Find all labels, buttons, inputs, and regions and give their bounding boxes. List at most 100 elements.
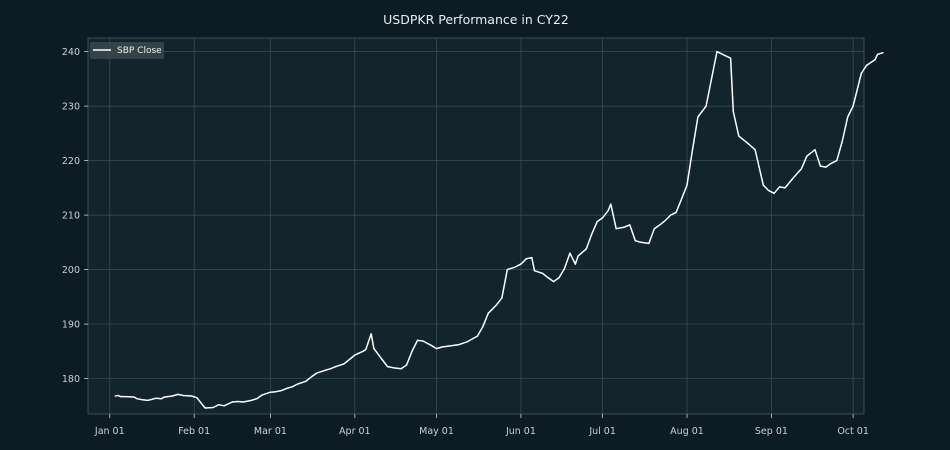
y-tick-label: 240: [62, 47, 80, 58]
data-point: [324, 369, 326, 371]
data-point: [563, 267, 566, 270]
data-point: [291, 386, 293, 388]
y-tick-label: 190: [62, 320, 80, 331]
data-point: [422, 340, 424, 342]
data-point: [705, 105, 707, 107]
data-point: [354, 354, 356, 356]
data-point: [441, 346, 443, 348]
data-point: [114, 395, 116, 397]
data-point: [155, 397, 157, 399]
chart-title: USDPKR Performance in CY22: [383, 12, 569, 27]
data-point: [819, 165, 822, 167]
data-point: [730, 57, 732, 59]
data-point: [882, 52, 884, 54]
data-point: [629, 224, 631, 226]
data-point: [406, 364, 408, 366]
x-tick-label: Feb 01: [178, 426, 210, 437]
data-point: [836, 160, 838, 162]
data-point: [520, 263, 522, 265]
data-point: [182, 394, 184, 397]
data-point: [806, 155, 808, 157]
data-point: [242, 401, 244, 403]
data-point: [362, 350, 364, 352]
data-point: [196, 397, 198, 399]
data-point: [373, 348, 375, 350]
data-point: [577, 255, 579, 257]
y-tick-label: 220: [62, 156, 80, 167]
data-point: [830, 162, 832, 164]
data-point: [531, 257, 533, 259]
data-point: [738, 135, 740, 137]
data-point: [634, 240, 636, 242]
data-point: [569, 252, 571, 254]
data-point: [841, 140, 843, 143]
data-point: [746, 142, 748, 144]
data-point: [223, 405, 225, 407]
data-point: [814, 149, 816, 151]
data-point: [670, 214, 672, 216]
data-point: [256, 398, 258, 400]
data-point: [623, 226, 626, 228]
legend-label: SBP Close: [117, 46, 162, 56]
data-point: [547, 277, 549, 279]
y-tick-label: 230: [62, 102, 80, 113]
data-point: [136, 398, 138, 400]
data-point: [648, 242, 650, 244]
x-tick-label: May 01: [419, 426, 454, 437]
data-point: [465, 341, 468, 343]
data-point: [681, 198, 683, 200]
data-point: [874, 59, 876, 61]
data-point: [768, 190, 770, 192]
y-tick-label: 200: [62, 265, 80, 276]
data-point: [316, 372, 318, 374]
x-tick-label: Jun 01: [505, 426, 536, 437]
data-point: [525, 258, 528, 260]
x-tick-label: Apr 01: [339, 426, 371, 437]
data-point: [607, 210, 609, 212]
data-point: [686, 184, 688, 186]
data-point: [866, 64, 868, 66]
data-point: [825, 166, 827, 168]
data-point: [574, 263, 577, 265]
data-point: [171, 395, 173, 397]
data-point: [721, 53, 724, 55]
data-point: [201, 404, 203, 406]
data-point: [392, 367, 394, 369]
legend: SBP Close: [90, 42, 164, 59]
data-point: [430, 344, 432, 346]
data-point: [558, 277, 560, 279]
data-point: [732, 111, 734, 113]
data-point: [117, 394, 119, 397]
data-point: [664, 220, 666, 222]
data-point: [596, 221, 598, 223]
data-point: [495, 304, 497, 306]
data-point: [852, 105, 854, 107]
data-point: [231, 401, 233, 403]
data-point: [533, 270, 536, 272]
data-point: [860, 72, 862, 74]
data-point: [553, 281, 555, 283]
x-tick-label: Mar 01: [254, 426, 287, 437]
data-point: [297, 383, 299, 385]
x-tick-label: Oct 01: [837, 426, 869, 437]
data-point: [365, 349, 367, 351]
data-point: [697, 116, 699, 118]
data-point: [585, 248, 587, 250]
data-point: [762, 184, 764, 186]
data-point: [591, 233, 593, 235]
data-point: [716, 51, 718, 53]
data-point: [514, 266, 517, 268]
data-point: [386, 366, 389, 368]
data-point: [329, 368, 331, 370]
data-point: [653, 228, 655, 230]
data-point: [250, 399, 252, 401]
data-point: [163, 396, 165, 398]
data-point: [177, 393, 179, 395]
x-tick-label: Sep 01: [755, 426, 788, 437]
data-point: [120, 396, 122, 398]
data-point: [212, 406, 214, 409]
series-layer: [114, 50, 884, 409]
data-point: [335, 366, 337, 368]
data-point: [710, 78, 713, 80]
